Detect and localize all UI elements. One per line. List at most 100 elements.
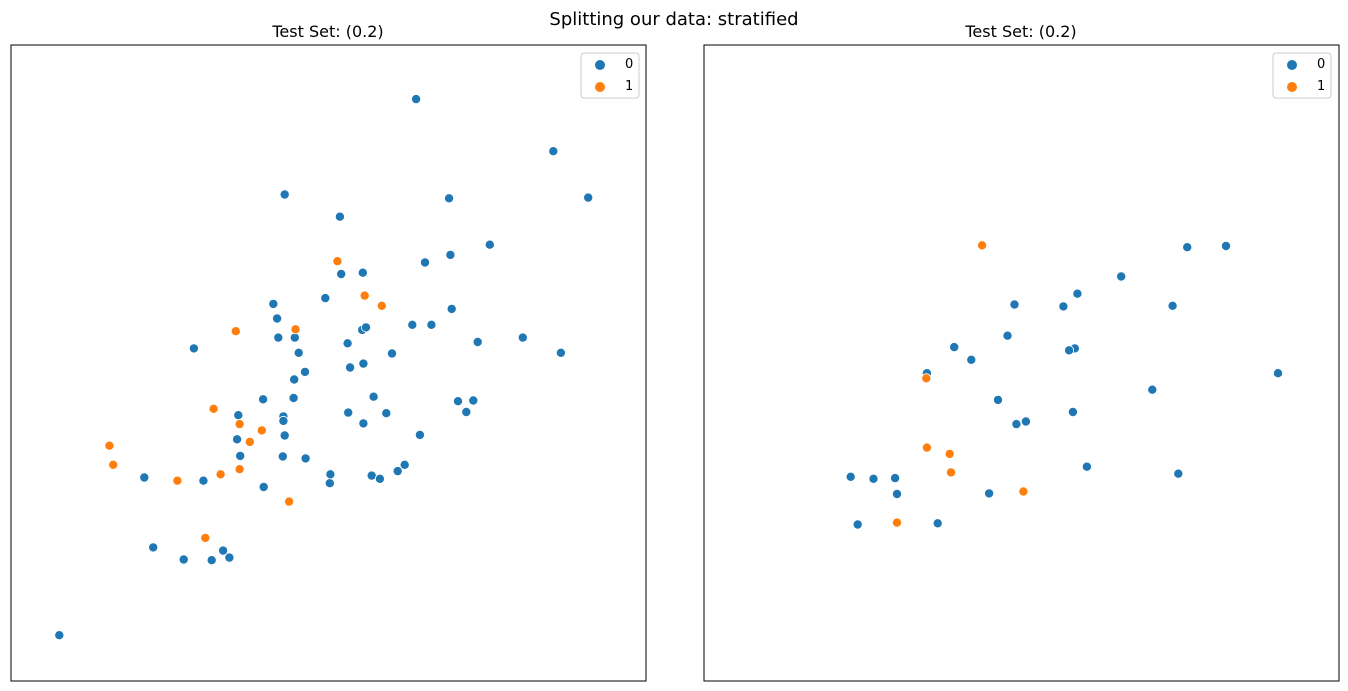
left-point-class-0-46: [232, 434, 243, 445]
left-point-class-0-54: [374, 473, 385, 484]
left-point-class-1-8: [104, 440, 115, 451]
right-point-class-0-19: [1081, 461, 1092, 472]
left-point-class-0-11: [320, 293, 331, 304]
left-point-class-0-22: [472, 336, 483, 347]
left-point-class-0-18: [360, 322, 371, 333]
left-point-class-0-45: [414, 429, 425, 440]
left-legend-marker-1: [595, 82, 605, 92]
left-point-class-0-19: [273, 332, 284, 343]
left-point-class-0-29: [299, 366, 310, 377]
left-point-class-0-50: [300, 453, 311, 464]
left-axes: Test Set: (0.2) 0 1: [10, 22, 647, 682]
left-legend-marker-0: [595, 60, 605, 70]
left-point-class-0-42: [278, 415, 289, 426]
left-legend-label-0: 0: [625, 57, 633, 72]
right-point-class-0-0: [1182, 242, 1193, 253]
left-point-class-1-15: [200, 532, 211, 543]
left-point-class-0-53: [139, 472, 150, 483]
left-point-class-1-9: [244, 436, 255, 447]
left-legend: 0 1: [580, 52, 640, 99]
left-point-class-1-3: [230, 326, 241, 337]
left-point-class-0-30: [345, 362, 356, 373]
left-point-class-0-28: [358, 358, 369, 369]
left-point-class-0-35: [368, 391, 379, 402]
left-point-class-0-7: [445, 249, 456, 260]
left-point-class-0-2: [583, 192, 594, 203]
left-point-class-0-60: [224, 552, 235, 563]
right-point-class-1-1: [921, 373, 932, 384]
right-point-class-0-6: [1058, 301, 1069, 312]
right-point-class-1-5: [1018, 486, 1029, 497]
right-point-class-0-10: [1064, 345, 1075, 356]
left-point-class-0-13: [446, 303, 457, 314]
left-points: [54, 94, 594, 641]
left-axes-title: Test Set: (0.2): [271, 22, 383, 41]
left-point-class-1-4: [290, 324, 301, 335]
right-axes: Test Set: (0.2) 0 1: [703, 22, 1340, 682]
left-point-class-0-26: [293, 347, 304, 358]
right-legend: 0 1: [1272, 52, 1332, 99]
figure-suptitle: Splitting our data: stratified: [549, 9, 798, 30]
right-point-class-0-11: [966, 354, 977, 365]
right-point-class-0-18: [1011, 419, 1022, 430]
left-point-class-0-10: [357, 267, 368, 278]
right-point-class-0-7: [1002, 330, 1013, 341]
left-point-class-0-20: [289, 332, 300, 343]
left-point-class-0-55: [198, 475, 209, 486]
right-point-class-0-3: [1072, 288, 1083, 299]
left-point-class-1-0: [332, 256, 343, 267]
right-point-class-0-22: [868, 473, 879, 484]
left-point-class-0-8: [419, 257, 430, 268]
left-point-class-0-5: [444, 193, 455, 204]
left-point-class-0-36: [452, 396, 463, 407]
left-plot-frame: [10, 44, 647, 682]
right-point-class-0-5: [1167, 300, 1178, 311]
right-point-class-0-13: [1273, 368, 1284, 379]
right-point-class-1-4: [946, 467, 957, 478]
right-point-class-0-21: [845, 471, 856, 482]
left-point-class-0-3: [279, 189, 290, 200]
right-point-class-0-14: [1147, 384, 1158, 395]
right-point-class-0-24: [892, 488, 903, 499]
right-point-class-0-25: [984, 488, 995, 499]
right-point-class-0-27: [932, 518, 943, 529]
left-point-class-1-10: [108, 459, 119, 470]
left-point-class-1-6: [234, 419, 245, 430]
left-point-class-0-32: [468, 395, 479, 406]
right-point-class-0-4: [1009, 299, 1020, 310]
left-point-class-0-15: [426, 319, 437, 330]
left-point-class-0-0: [411, 94, 422, 105]
right-point-class-0-20: [1173, 468, 1184, 479]
left-point-class-0-25: [188, 343, 199, 354]
right-axes-title: Test Set: (0.2): [964, 22, 1076, 41]
left-point-class-0-64: [325, 469, 336, 480]
left-point-class-0-9: [336, 268, 347, 279]
left-point-class-1-13: [172, 475, 183, 486]
left-point-class-0-59: [218, 545, 229, 556]
left-point-class-1-14: [284, 496, 295, 507]
left-point-class-1-5: [208, 403, 219, 414]
left-point-class-0-40: [233, 410, 244, 421]
right-legend-marker-1: [1287, 82, 1297, 92]
left-point-class-0-37: [343, 407, 354, 418]
right-point-class-1-6: [892, 517, 903, 528]
left-point-class-1-11: [234, 464, 245, 475]
right-point-class-0-17: [1020, 416, 1031, 427]
right-plot-frame: [703, 44, 1340, 682]
right-point-class-0-2: [1116, 271, 1127, 282]
left-point-class-0-33: [258, 394, 269, 405]
left-point-class-0-1: [548, 146, 559, 157]
left-point-class-0-49: [235, 450, 246, 461]
left-point-class-0-6: [484, 239, 495, 250]
right-point-class-0-1: [1221, 240, 1232, 251]
right-point-class-0-23: [890, 473, 901, 484]
left-point-class-0-43: [358, 418, 369, 429]
left-point-class-0-44: [279, 430, 290, 441]
left-point-class-0-51: [392, 466, 403, 477]
right-point-class-1-3: [944, 448, 955, 459]
left-point-class-0-12: [268, 298, 279, 309]
right-point-class-1-2: [921, 442, 932, 453]
left-point-class-0-38: [381, 408, 392, 419]
left-point-class-0-39: [461, 406, 472, 417]
